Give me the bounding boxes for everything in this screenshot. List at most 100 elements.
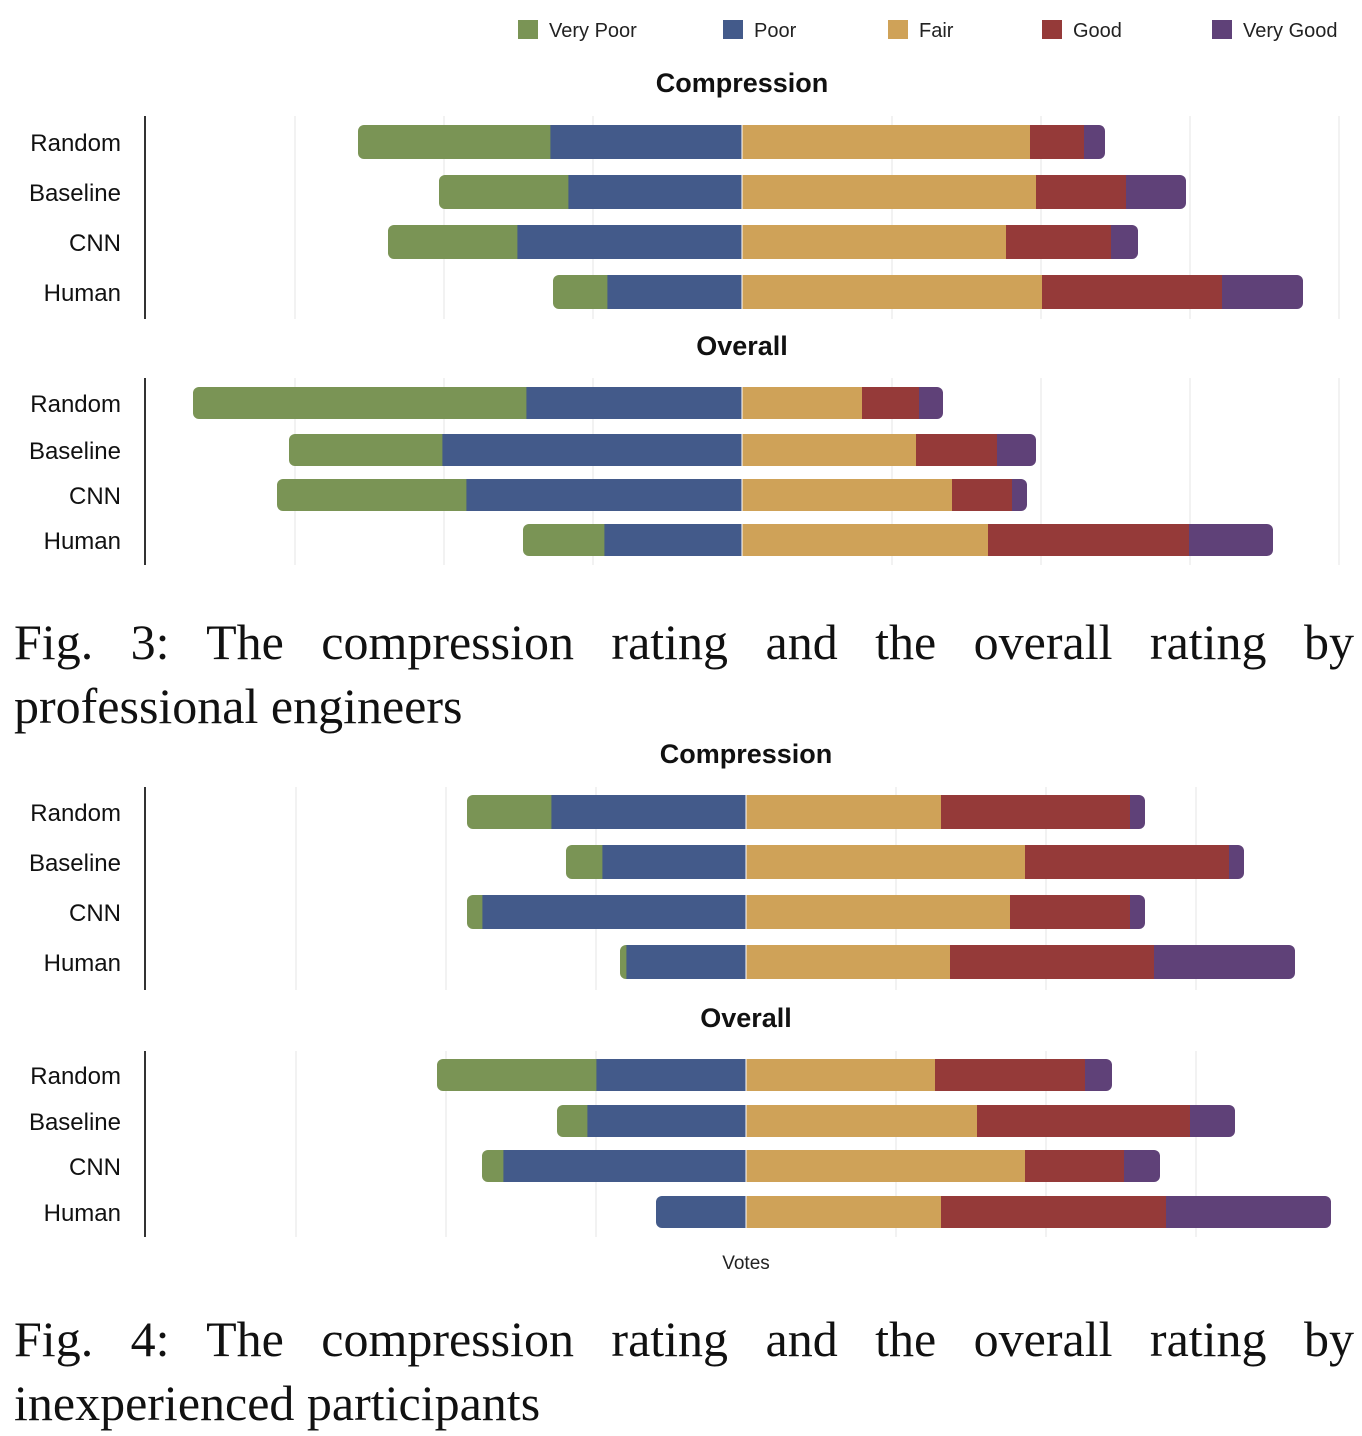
bar-row-baseline [289,434,1036,466]
category-label: Human [44,1200,121,1227]
legend-label: Good [1073,20,1122,42]
legend-label: Fair [919,20,954,42]
bar-row-human [523,524,1273,556]
bar-segment-very-poor [467,895,483,929]
bar-row-baseline [566,845,1244,879]
bar-segment-poor [466,479,743,511]
bar-row-baseline [439,175,1186,209]
bar-segment-very-good [1189,524,1273,556]
bar-segment-very-poor [467,795,552,829]
bar-row-baseline [557,1105,1235,1137]
bar-segment-good [935,1059,1086,1091]
category-label: Human [44,950,121,977]
category-label: Human [44,280,121,307]
panel-fig3-overall: Overall Random Baseline CNN Human [29,331,1340,565]
bar-segment-very-good [1012,479,1027,511]
bar-segment-very-good [1154,945,1295,979]
bar-segment-very-good [1085,1059,1112,1091]
bar-segment-good [1030,125,1085,159]
bar-row-random [437,1059,1112,1091]
legend-item-very-poor: Very Poor [518,20,637,42]
category-label: Baseline [29,850,121,877]
category-label: Baseline [29,180,121,207]
bar-segment-good [988,524,1190,556]
bar-segment-good [952,479,1013,511]
legend-label: Very Good [1243,20,1338,42]
bar-segment-very-poor [482,1150,504,1182]
bar-segment-poor [503,1150,747,1182]
bar-segment-very-poor [566,845,603,879]
legend-label: Poor [754,20,797,42]
category-label: Random [30,391,121,418]
figure-4-caption-line-2: inexperienced participants [14,1375,541,1431]
bar-segment-very-good [919,387,943,419]
bar-segment-fair [746,845,1026,879]
bar-segment-very-poor [523,524,605,556]
bar-row-cnn [467,895,1145,929]
bar-segment-poor [607,275,743,309]
category-label: CNN [69,230,121,257]
bar-segment-poor [568,175,743,209]
bar-segment-fair [746,1059,936,1091]
bar-segment-fair [746,895,1011,929]
bar-segment-very-good [1130,795,1145,829]
bar-segment-good [1025,845,1230,879]
bar-segment-good [1036,175,1127,209]
legend-swatch [1042,20,1062,39]
bar-segment-good [916,434,998,466]
panel-title: Overall [700,1003,792,1033]
bar-segment-fair [742,275,1043,309]
bar-segment-very-poor [553,275,608,309]
bar-segment-poor [550,125,743,159]
bar-segment-very-good [1126,175,1186,209]
bar-segment-very-good [1130,895,1145,929]
bar-segment-good [941,795,1131,829]
figure-3-caption-line-2: professional engineers [14,678,463,734]
bar-segment-very-poor [388,225,518,259]
bar-segment-very-poor [358,125,551,159]
category-label: Baseline [29,438,121,465]
bar-segment-very-poor [437,1059,597,1091]
bar-segment-fair [742,225,1007,259]
bar-segment-good [950,945,1155,979]
bar-row-human [553,275,1303,309]
bar-segment-very-good [1190,1105,1235,1137]
legend-label: Very Poor [549,20,637,42]
bar-segment-poor [596,1059,747,1091]
bar-row-human [620,945,1295,979]
bar-segment-good [977,1105,1191,1137]
bar-segment-fair [742,125,1031,159]
figure-3-caption: Fig. 3: The compression rating and the o… [14,610,1354,738]
bar-segment-very-good [1111,225,1138,259]
figure-4-caption: Fig. 4: The compression rating and the o… [14,1307,1354,1435]
category-label: Random [30,800,121,827]
bar-segment-very-good [1084,125,1105,159]
category-label: Random [30,130,121,157]
bar-segment-very-good [1222,275,1303,309]
bar-segment-good [862,387,920,419]
figure-4-caption-line-1: Fig. 4: The compression rating and the o… [14,1311,1354,1367]
bar-segment-very-good [1229,845,1244,879]
bar-segment-poor [482,895,747,929]
category-label: CNN [69,900,121,927]
bar-segment-fair [742,387,863,419]
figure-3-caption-line-1: Fig. 3: The compression rating and the o… [14,614,1354,670]
x-axis-label: Votes [722,1253,770,1274]
bar-row-random [358,125,1105,159]
legend-item-fair: Fair [888,20,954,42]
bar-segment-fair [746,1196,942,1228]
bar-segment-fair [742,524,989,556]
bar-segment-very-good [1124,1150,1160,1182]
bar-row-random [193,387,943,419]
category-label: CNN [69,1154,121,1181]
bar-row-cnn [482,1150,1160,1182]
category-label: Random [30,1063,121,1090]
bar-segment-poor [604,524,743,556]
bar-segment-poor [551,795,747,829]
bar-segment-good [1042,275,1223,309]
bar-segment-very-poor [277,479,467,511]
category-label: Baseline [29,1109,121,1136]
bar-row-cnn [388,225,1138,259]
bar-segment-fair [742,479,953,511]
